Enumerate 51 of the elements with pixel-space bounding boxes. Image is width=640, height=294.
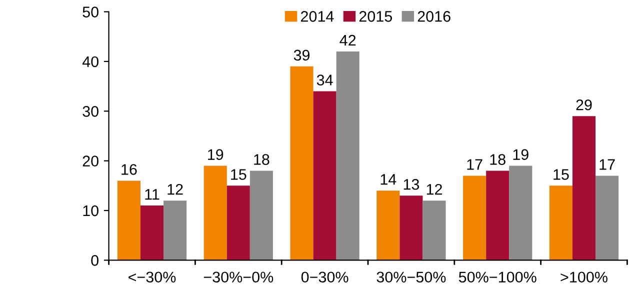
- bar: [313, 91, 336, 260]
- y-tick-label: 50: [82, 6, 98, 18]
- bar: [376, 190, 400, 260]
- data-label: 14: [380, 174, 396, 185]
- data-label: 34: [316, 74, 333, 86]
- data-label: 17: [600, 159, 615, 170]
- data-label: 17: [467, 159, 482, 170]
- bar: [549, 186, 572, 260]
- data-label: 15: [554, 169, 569, 180]
- bar: [422, 200, 446, 260]
- bar: [486, 170, 510, 260]
- y-tick-label: 40: [82, 56, 98, 68]
- x-tick-label: 30%−50%: [376, 272, 446, 283]
- y-tick-label: 20: [82, 156, 98, 167]
- data-label: 42: [340, 34, 356, 46]
- bar: [117, 180, 140, 260]
- data-label: 19: [208, 149, 224, 160]
- bar: [140, 206, 164, 260]
- data-label: 13: [404, 178, 420, 190]
- bar: [400, 196, 423, 260]
- bar: [463, 176, 486, 260]
- y-tick-label: 10: [83, 205, 98, 216]
- bar: [290, 66, 314, 260]
- data-label: 19: [513, 149, 528, 160]
- legend-label: 2016: [418, 11, 450, 22]
- data-label: 29: [576, 99, 592, 110]
- bar: [509, 166, 532, 260]
- legend-label: 2015: [359, 11, 392, 22]
- bar: [204, 166, 227, 260]
- legend-label: 2014: [300, 11, 334, 22]
- data-label: 18: [254, 154, 270, 165]
- data-label: 39: [294, 50, 310, 61]
- bar: [336, 52, 360, 260]
- x-tick-label: <−30%: [128, 272, 176, 283]
- y-tick-label: 0: [91, 255, 98, 266]
- bar: [250, 170, 273, 260]
- x-tick-label: 50%−100%: [458, 272, 536, 283]
- x-tick-label: −30%−0%: [204, 272, 274, 283]
- bar: [164, 200, 187, 260]
- x-tick-label: 0−30%: [301, 272, 348, 283]
- bar: [596, 176, 619, 260]
- data-label: 16: [122, 164, 137, 175]
- data-label: 12: [426, 184, 442, 195]
- data-label: 15: [231, 169, 246, 180]
- y-tick-label: 30: [82, 106, 98, 117]
- x-tick-label: >100%: [560, 272, 608, 283]
- data-label: 11: [145, 189, 160, 200]
- bar: [572, 116, 596, 260]
- bar: [226, 186, 250, 260]
- data-label: 18: [490, 154, 506, 165]
- data-label: 12: [168, 184, 183, 195]
